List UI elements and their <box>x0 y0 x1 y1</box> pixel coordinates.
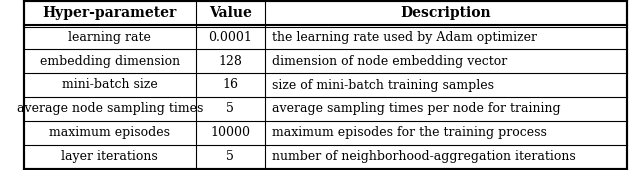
Text: average node sampling times: average node sampling times <box>17 102 203 115</box>
Text: 5: 5 <box>227 150 234 163</box>
Text: 0.0001: 0.0001 <box>209 31 252 44</box>
Text: Hyper-parameter: Hyper-parameter <box>43 6 177 20</box>
Text: 128: 128 <box>218 55 242 68</box>
Text: learning rate: learning rate <box>68 31 151 44</box>
Text: embedding dimension: embedding dimension <box>40 55 180 68</box>
Text: 5: 5 <box>227 102 234 115</box>
Text: the learning rate used by Adam optimizer: the learning rate used by Adam optimizer <box>272 31 537 44</box>
Text: size of mini-batch training samples: size of mini-batch training samples <box>272 79 494 91</box>
Text: 16: 16 <box>222 79 238 91</box>
Text: Description: Description <box>401 6 491 20</box>
Text: 10000: 10000 <box>211 126 250 139</box>
Text: average sampling times per node for training: average sampling times per node for trai… <box>272 102 561 115</box>
Text: layer iterations: layer iterations <box>61 150 158 163</box>
Text: mini-batch size: mini-batch size <box>62 79 157 91</box>
Text: maximum episodes: maximum episodes <box>49 126 170 139</box>
Text: number of neighborhood-aggregation iterations: number of neighborhood-aggregation itera… <box>272 150 576 163</box>
Text: dimension of node embedding vector: dimension of node embedding vector <box>272 55 508 68</box>
Text: Value: Value <box>209 6 252 20</box>
Text: maximum episodes for the training process: maximum episodes for the training proces… <box>272 126 547 139</box>
